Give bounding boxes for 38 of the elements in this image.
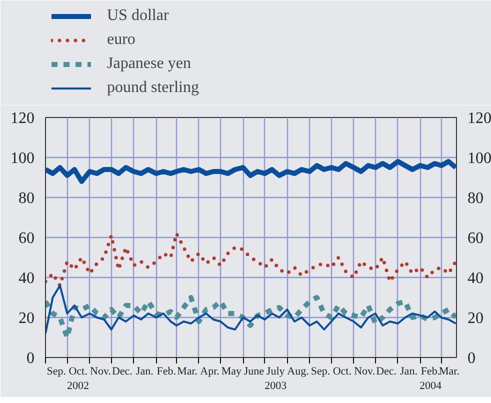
- y-tick-label: 100: [10, 150, 34, 167]
- y2-tick-label: 20: [468, 310, 484, 327]
- line-series: [46, 232, 456, 288]
- x-tick-label: May: [221, 366, 242, 378]
- x-tick-label: Sep.: [310, 366, 330, 378]
- legend-label: pound sterling: [107, 79, 199, 97]
- x-tick-label: Jan.: [136, 366, 154, 378]
- x-tick-label: Nov.: [90, 366, 112, 378]
- legend-label: Japanese yen: [107, 55, 191, 73]
- y-tick-label: 40: [18, 270, 34, 287]
- y-tick-label: 120: [10, 110, 34, 127]
- x-tick-label: Dec.: [376, 366, 397, 378]
- legend-label: euro: [107, 31, 136, 49]
- y2-tick-label: 60: [468, 230, 484, 247]
- x-tick-label: Aug.: [287, 366, 310, 378]
- x-tick-label: Oct.: [332, 366, 352, 378]
- x-tick-label: July 2003: [264, 366, 288, 392]
- x-tick-label: June: [244, 366, 264, 378]
- y2-tick-label: 40: [468, 270, 484, 287]
- y2-tick-label: 80: [468, 190, 484, 207]
- x-tick-label: Feb.: [156, 366, 176, 378]
- y-tick-label: 80: [18, 190, 34, 207]
- x-tick-label: Nov.: [354, 366, 376, 378]
- x-tick-label: Jan.: [400, 366, 418, 378]
- y2-tick-label: 100: [468, 150, 491, 167]
- line-series: [46, 284, 456, 334]
- y-tick-label: 20: [18, 310, 34, 327]
- x-tick-label: Oct. 2002: [67, 366, 90, 392]
- x-tick-label: Apr.: [200, 366, 220, 378]
- x-tick-label: Dec.: [112, 366, 133, 378]
- y2-tick-label: 120: [468, 110, 491, 127]
- y-tick-label: 0: [26, 350, 34, 367]
- x-tick-label: Mar.: [439, 366, 460, 378]
- legend-label: US dollar: [107, 7, 169, 25]
- x-tick-label: Mar.: [177, 366, 198, 378]
- x-tick-label: Sep.: [46, 366, 66, 378]
- y2-tick-label: 0: [468, 350, 476, 367]
- y-tick-label: 60: [18, 230, 34, 247]
